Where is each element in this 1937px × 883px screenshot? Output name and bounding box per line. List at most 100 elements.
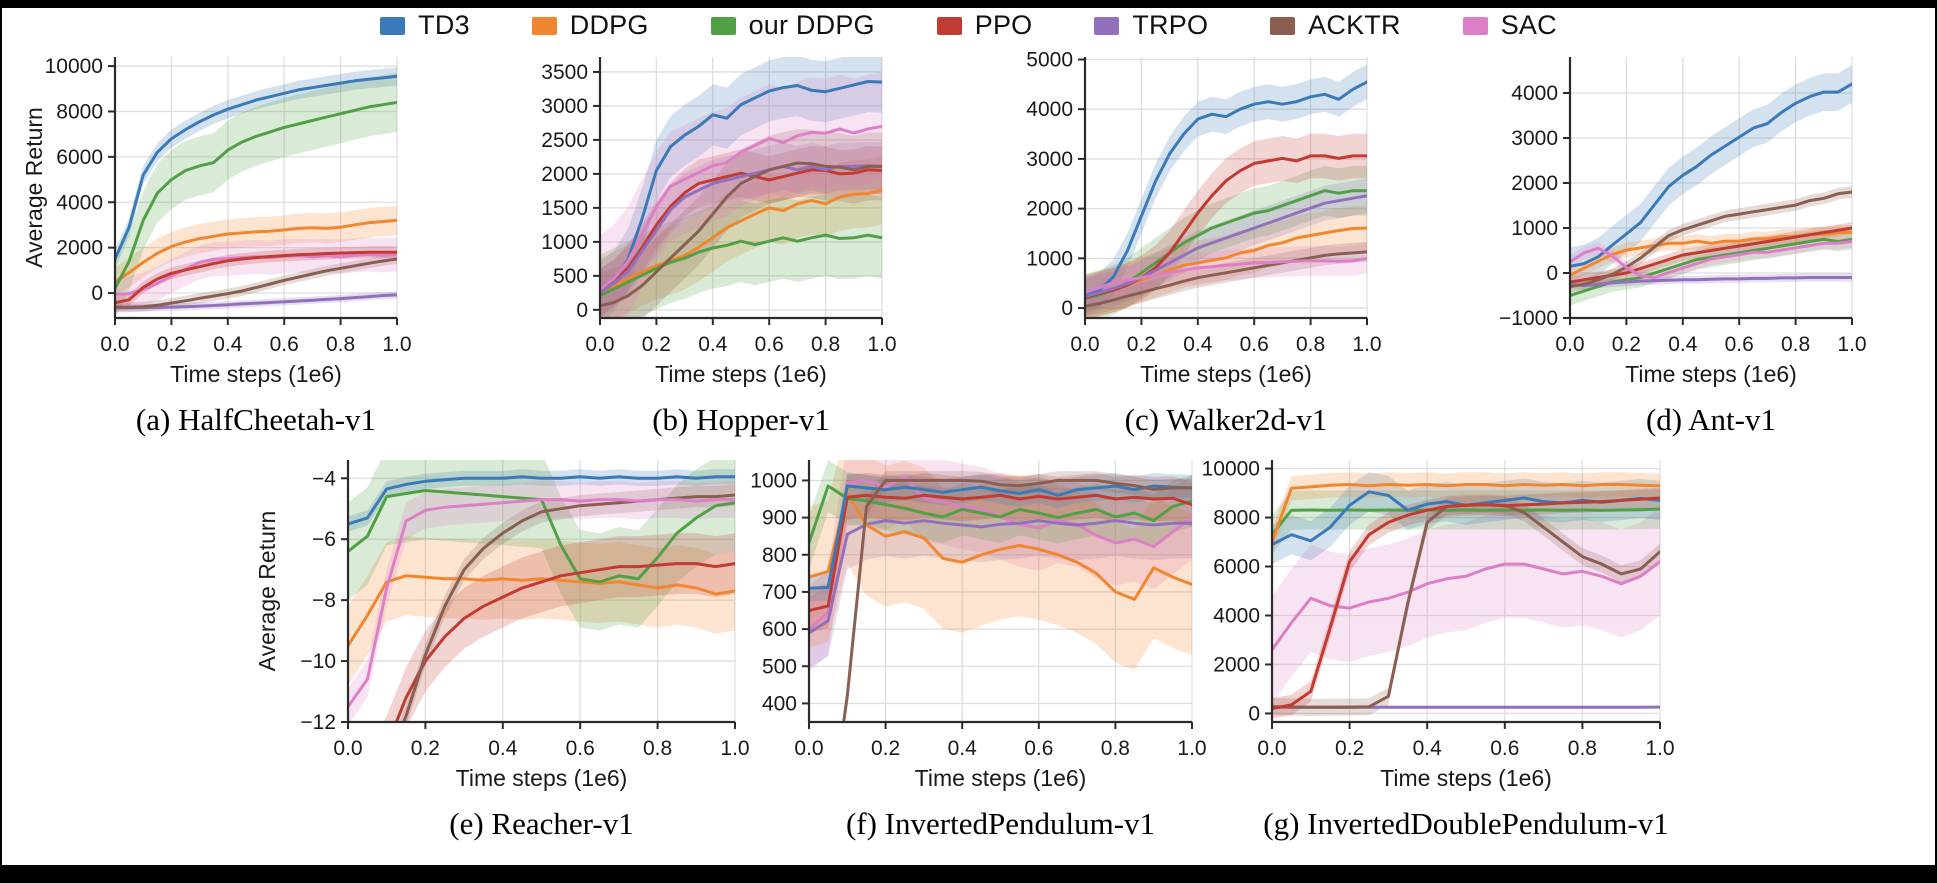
y-axis-label: Average Return xyxy=(254,511,280,672)
series-ppo xyxy=(600,168,882,295)
legend-item-our-ddpg: our DDPG xyxy=(710,10,875,41)
x-tick-label: 0.6 xyxy=(755,333,784,356)
legend-label: TD3 xyxy=(418,10,470,40)
y-tick-label: 8000 xyxy=(1213,507,1260,530)
subplot-caption: (g) InvertedDoublePendulum-v1 xyxy=(1263,806,1668,841)
series-ppo xyxy=(1570,226,1852,284)
x-tick-label: 0.6 xyxy=(1240,333,1269,356)
subplot-caption: (a) HalfCheetah-v1 xyxy=(136,402,376,437)
x-tick-label: 0.6 xyxy=(1024,737,1053,760)
band-acktr xyxy=(115,254,397,313)
chart-g: 0.0 0.2 0.4 0.6 0.8 1.0 0 2000 4000 6000 8000 10000… xyxy=(1202,458,1675,841)
x-tick-label: 0.2 xyxy=(871,737,900,760)
y-tick-label: 4000 xyxy=(1026,98,1073,121)
y-tick-label: 2000 xyxy=(541,163,588,186)
y-tick-label: 3000 xyxy=(1511,127,1558,150)
series-our-ddpg xyxy=(1272,507,1660,537)
series-trpo xyxy=(1570,276,1852,288)
y-tick-label: 8000 xyxy=(56,100,103,123)
y-tick-label: 1000 xyxy=(541,231,588,254)
band-our-ddpg xyxy=(600,194,882,318)
x-tick-label: 1.0 xyxy=(1645,737,1674,760)
chart-a: 0.0 0.2 0.4 0.6 0.8 1.0 0 2000 4000 6000 8000 10000… xyxy=(21,55,412,437)
series-trpo xyxy=(1085,194,1367,299)
x-tick-label: 0.6 xyxy=(1725,333,1754,356)
band-ddpg xyxy=(809,460,1192,670)
band-ddpg xyxy=(600,156,882,318)
x-tick-label: 0.4 xyxy=(948,737,978,760)
band-acktr xyxy=(399,484,735,722)
y-tick-label: 10000 xyxy=(45,55,103,78)
band-acktr xyxy=(1570,186,1852,293)
legend-swatch xyxy=(710,16,736,35)
y-tick-label: 6000 xyxy=(56,146,103,169)
x-tick-label: 0.6 xyxy=(270,333,299,356)
y-tick-label: 2000 xyxy=(1213,653,1260,676)
legend-item-ddpg: DDPG xyxy=(531,10,649,41)
y-tick-label: 4000 xyxy=(1213,604,1260,627)
y-tick-label: −12 xyxy=(300,711,336,734)
x-tick-label: 0.0 xyxy=(585,333,614,356)
y-tick-label: −1000 xyxy=(1499,307,1558,330)
band-td3 xyxy=(600,57,882,318)
y-tick-label: −6 xyxy=(312,528,336,551)
band-ppo xyxy=(809,473,1192,633)
series-trpo xyxy=(809,519,1192,635)
series-td3 xyxy=(809,484,1192,590)
band-td3 xyxy=(348,469,735,532)
band-sac xyxy=(1272,507,1660,704)
series-ppo xyxy=(394,562,735,722)
y-tick-label: 4000 xyxy=(56,191,103,214)
y-tick-label: 10000 xyxy=(1202,458,1260,481)
chart-b: 0.0 0.2 0.4 0.6 0.8 1.0 0 500 1000 1500 2000 2500 30… xyxy=(541,57,897,437)
x-tick-label: 0.2 xyxy=(642,333,671,356)
y-tick-label: 500 xyxy=(762,655,797,678)
y-tick-label: 900 xyxy=(762,507,797,530)
series-our-ddpg xyxy=(809,484,1192,545)
y-tick-label: 700 xyxy=(762,581,797,604)
series-our-ddpg xyxy=(115,100,397,290)
x-axis-label: Time steps (1e6) xyxy=(170,361,342,387)
x-tick-label: 0.8 xyxy=(643,737,672,760)
y-tick-label: 5000 xyxy=(1026,48,1073,71)
plot-area xyxy=(1272,472,1660,719)
chart-e: 0.0 0.2 0.4 0.6 0.8 1.0 −12 −10 −8 −6 −4 Time steps… xyxy=(254,460,750,841)
y-tick-label: 3000 xyxy=(541,95,588,118)
x-tick-label: 0.2 xyxy=(1612,333,1641,356)
y-tick-label: 1000 xyxy=(750,469,797,492)
plot-area xyxy=(1570,65,1852,306)
legend-swatch xyxy=(380,16,406,35)
x-tick-label: 0.4 xyxy=(1668,333,1698,356)
y-tick-label: 1500 xyxy=(541,197,588,220)
band-ddpg xyxy=(348,536,735,686)
y-axis-label: Average Return xyxy=(21,107,47,268)
chart-d: 0.0 0.2 0.4 0.6 0.8 1.0 −1000 0 1000 2000 3000 4000… xyxy=(1499,57,1867,437)
series-td3 xyxy=(1085,80,1367,298)
x-axis-label: Time steps (1e6) xyxy=(456,765,628,791)
y-tick-label: 1000 xyxy=(1026,247,1073,270)
x-axis-label: Time steps (1e6) xyxy=(1380,765,1552,791)
series-ppo xyxy=(115,250,397,305)
x-axis-label: Time steps (1e6) xyxy=(1625,361,1797,387)
x-tick-label: 0.8 xyxy=(1568,737,1597,760)
x-tick-label: 1.0 xyxy=(720,737,749,760)
series-sac xyxy=(1570,240,1852,279)
series-ddpg xyxy=(115,218,397,284)
x-tick-label: 0.2 xyxy=(157,333,186,356)
legend-swatch xyxy=(531,16,557,35)
legend-swatch xyxy=(1094,16,1120,35)
y-tick-label: 0 xyxy=(91,282,103,305)
x-tick-label: 0.8 xyxy=(1296,333,1325,356)
band-our-ddpg xyxy=(115,72,397,318)
series-ddpg xyxy=(809,491,1192,601)
x-tick-label: 0.4 xyxy=(1183,333,1213,356)
plot-area xyxy=(1085,64,1367,318)
x-tick-label: 1.0 xyxy=(1352,333,1381,356)
legend-item-td3: TD3 xyxy=(380,10,470,41)
y-tick-label: 0 xyxy=(1061,297,1073,320)
x-tick-label: 0.4 xyxy=(698,333,728,356)
legend-swatch xyxy=(936,16,962,35)
y-tick-label: 4000 xyxy=(1511,82,1558,105)
subplot-caption: (f) InvertedPendulum-v1 xyxy=(846,806,1155,841)
y-tick-label: 0 xyxy=(1546,262,1558,285)
